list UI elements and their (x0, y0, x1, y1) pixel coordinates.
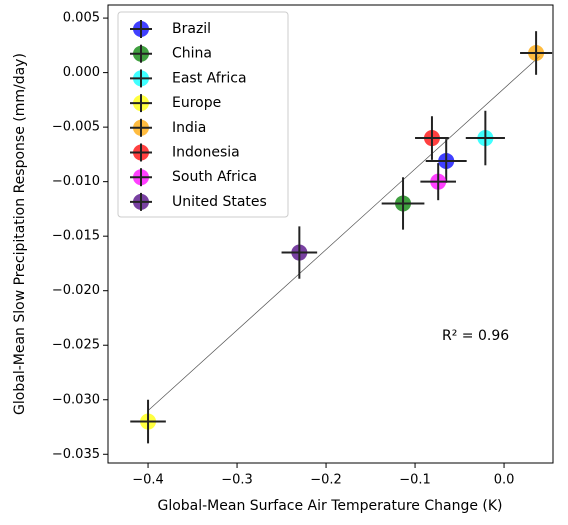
x-tick-label: −0.2 (310, 473, 342, 488)
y-tick-label: −0.005 (52, 120, 100, 135)
y-tick-label: −0.025 (52, 338, 100, 353)
y-tick-label: −0.030 (52, 392, 100, 407)
legend-label: Indonesia (172, 145, 240, 161)
plot-frame (107, 4, 554, 464)
legend-label: Europe (172, 95, 221, 111)
legend-label: East Africa (172, 70, 247, 86)
legend-box (117, 11, 289, 218)
legend-label: United States (172, 194, 267, 210)
legend-label: China (172, 46, 212, 62)
y-tick-label: 0.005 (63, 11, 100, 26)
y-tick-label: −0.010 (52, 174, 100, 189)
y-tick-label: −0.015 (52, 229, 100, 244)
legend-label: India (172, 120, 206, 136)
y-tick-label: −0.020 (52, 283, 100, 298)
legend-label: South Africa (172, 169, 257, 185)
x-tick-label: −0.4 (132, 473, 164, 488)
x-tick-label: 0.0 (494, 473, 515, 488)
x-axis-label: Global-Mean Surface Air Temperature Chan… (157, 498, 502, 514)
y-tick-label: −0.035 (52, 447, 100, 462)
y-axis-label: Global-Mean Slow Precipitation Response … (12, 53, 28, 415)
y-tick-label: 0.000 (63, 65, 100, 80)
legend-label: Brazil (172, 21, 211, 37)
fit-line (147, 55, 540, 411)
x-tick-label: −0.1 (399, 473, 431, 488)
x-tick-label: −0.3 (221, 473, 253, 488)
annotation: R² = 0.96 (442, 328, 509, 344)
